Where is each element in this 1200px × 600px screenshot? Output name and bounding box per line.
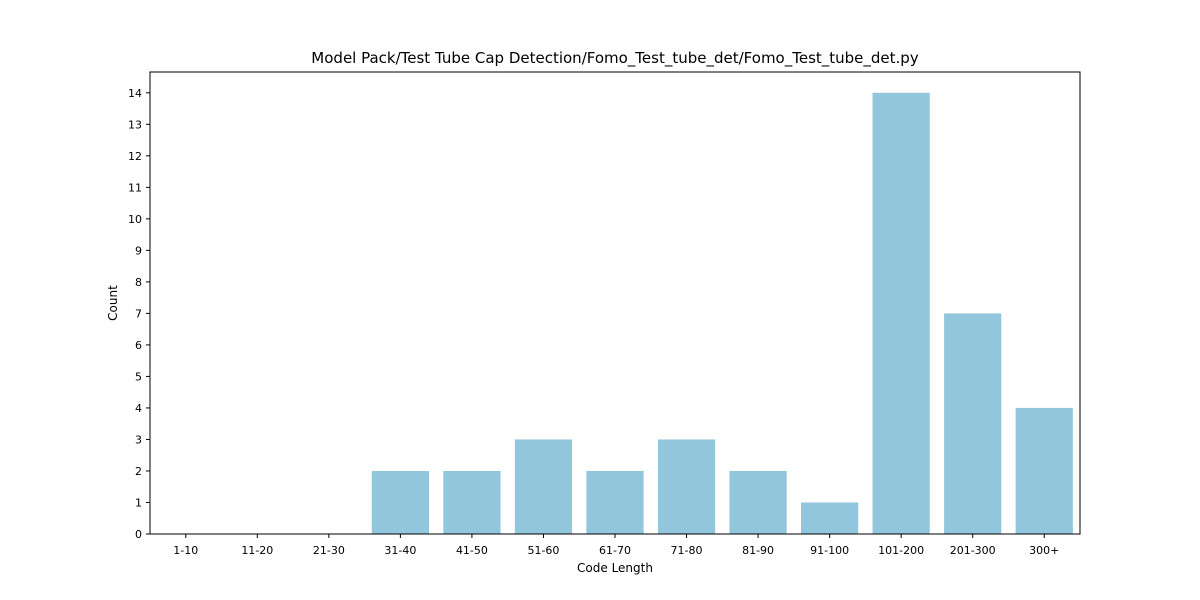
y-tick-label: 1 — [135, 496, 142, 509]
bar-31-40 — [371, 470, 429, 534]
x-tick-label: 101-200 — [878, 544, 924, 557]
bar-71-80 — [657, 439, 716, 534]
y-tick-label: 0 — [135, 528, 142, 541]
x-tick-label: 91-100 — [810, 544, 849, 557]
x-tick-label: 81-90 — [742, 544, 774, 557]
bar-101-200 — [872, 92, 930, 535]
chart-title: Model Pack/Test Tube Cap Detection/Fomo_… — [311, 49, 919, 68]
y-tick-label: 4 — [135, 402, 142, 415]
y-tick-label: 6 — [135, 339, 142, 352]
y-tick-label: 3 — [135, 433, 142, 446]
y-tick-label: 7 — [135, 307, 142, 320]
y-tick-label: 10 — [128, 213, 142, 226]
bar-41-50 — [443, 470, 501, 534]
y-tick-label: 12 — [128, 150, 142, 163]
y-tick-label: 2 — [135, 465, 142, 478]
x-tick-label: 41-50 — [456, 544, 488, 557]
y-axis-label: Count — [106, 285, 120, 321]
plot-frame — [149, 71, 1081, 535]
bar-61-70 — [586, 470, 644, 534]
x-tick-label: 61-70 — [599, 544, 631, 557]
y-tick-label: 8 — [135, 276, 142, 289]
y-tick-label: 11 — [128, 181, 142, 194]
x-tick-label: 51-60 — [527, 544, 559, 557]
x-tick-label: 11-20 — [241, 544, 273, 557]
bar-91-100 — [801, 502, 859, 534]
bar-51-60 — [514, 439, 573, 534]
y-tick-label: 14 — [128, 87, 142, 100]
x-tick-label: 201-300 — [950, 544, 996, 557]
x-tick-label: 31-40 — [384, 544, 416, 557]
x-axis-label: Code Length — [577, 561, 653, 575]
bar-300+ — [1015, 407, 1073, 534]
bar-201-300 — [944, 313, 1002, 534]
bars-group — [371, 92, 1073, 535]
x-tick-label: 1-10 — [173, 544, 198, 557]
y-tick-label: 13 — [128, 118, 142, 131]
x-tick-label: 300+ — [1029, 544, 1059, 557]
x-tick-label: 21-30 — [313, 544, 345, 557]
y-tick-label: 5 — [135, 370, 142, 383]
x-tick-label: 71-80 — [671, 544, 703, 557]
y-tick-label: 9 — [135, 244, 142, 257]
x-axis-ticks: 1-10 11-20 21-30 31-40 41-50 51-60 61-70 71-80 8… — [173, 534, 1059, 557]
bar-81-90 — [729, 470, 787, 534]
